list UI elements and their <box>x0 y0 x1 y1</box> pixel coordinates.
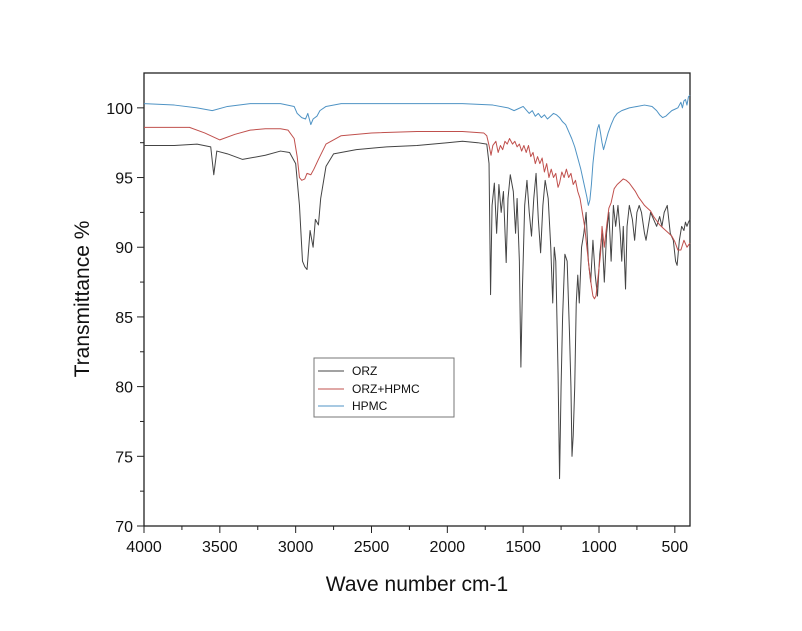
y-tick-label: 70 <box>115 519 133 536</box>
x-tick-label: 3000 <box>278 539 314 556</box>
x-tick-label: 2000 <box>430 539 466 556</box>
x-tick-label: 1000 <box>581 539 617 556</box>
y-tick-label: 100 <box>106 101 133 118</box>
y-tick-label: 90 <box>115 240 133 257</box>
series-layer <box>143 94 691 480</box>
plot-frame <box>143 72 691 527</box>
x-tick-label: 1500 <box>505 539 541 556</box>
x-tick-label: 3500 <box>202 539 238 556</box>
legend-box <box>313 357 455 418</box>
x-axis-label: Wave number cm-1 <box>326 573 508 596</box>
y-axis-label: Transmittance % <box>71 221 94 378</box>
legend-label-orz: ORZ <box>352 364 377 378</box>
legend-item-hpmc: HPMC <box>318 399 388 413</box>
x-axis: 4000 3500 3000 2500 2000 1500 1000 500 <box>126 526 688 556</box>
series-line-orz-hpmc <box>144 126 691 300</box>
x-tick-label: 4000 <box>126 539 162 556</box>
x-tick-label: 500 <box>661 539 688 556</box>
legend: ORZ ORZ+HPMC HPMC <box>313 357 455 418</box>
series-line-hpmc <box>143 94 691 206</box>
legend-item-orz: ORZ <box>318 364 377 378</box>
y-tick-label: 80 <box>115 380 133 397</box>
y-tick-label: 85 <box>115 310 133 327</box>
x-tick-label: 2500 <box>354 539 390 556</box>
legend-label-hpmc: HPMC <box>352 399 388 413</box>
legend-label-orz-hpmc: ORZ+HPMC <box>352 382 420 396</box>
y-tick-label: 95 <box>115 171 133 188</box>
y-tick-label: 75 <box>115 449 133 466</box>
legend-item-orz-hpmc: ORZ+HPMC <box>318 382 420 396</box>
y-axis: 70 75 80 85 90 95 100 <box>106 101 144 536</box>
series-line-orz <box>144 140 691 480</box>
